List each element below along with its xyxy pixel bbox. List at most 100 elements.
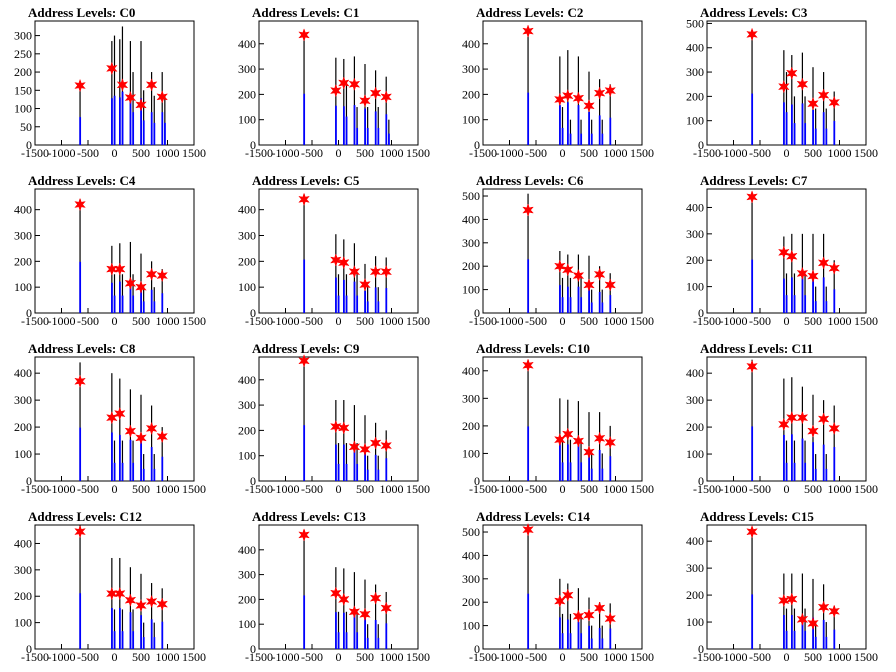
level-marker [156, 429, 169, 444]
histogram-bar-fill [577, 621, 580, 649]
histogram-bar-fill [577, 445, 580, 481]
histogram-bar-fill [598, 450, 601, 481]
y-tick-label: 100 [462, 619, 480, 633]
histogram-bar-fill [111, 608, 113, 649]
histogram-bar-fill [364, 451, 366, 481]
y-tick-label: 0 [250, 474, 256, 488]
y-tick-label: 400 [238, 203, 256, 217]
histogram-bar-fill [132, 462, 135, 481]
histogram-bar [367, 455, 369, 481]
histogram-bar-fill [822, 277, 825, 313]
x-tick-label: 1000 [604, 146, 628, 160]
y-tick-label: 100 [462, 113, 480, 127]
level-marker [553, 92, 566, 107]
histogram-bar-fill [364, 617, 366, 649]
y-tick-label: 400 [686, 41, 704, 55]
histogram-bar-fill [335, 612, 337, 649]
x-tick-label: 1000 [380, 482, 404, 496]
y-tick-label: 300 [238, 568, 256, 582]
histogram-bar-fill [132, 112, 135, 145]
chart-title: Address Levels: C15 [700, 509, 814, 524]
histogram-bar [132, 274, 134, 313]
histogram-bar-fill [609, 456, 612, 481]
histogram-bar-fill [377, 637, 380, 649]
plot-frame [258, 20, 419, 146]
histogram-bar [79, 83, 81, 145]
level-marker [329, 83, 342, 98]
y-tick-label: 300 [686, 561, 704, 575]
histogram-bar-fill [601, 638, 604, 649]
y-tick-label: 400 [462, 548, 480, 562]
histogram-bar [577, 254, 579, 313]
histogram-bar [164, 95, 166, 145]
y-tick-label: 200 [462, 419, 480, 433]
level-marker [785, 66, 798, 81]
x-tick-label: 0 [336, 482, 342, 496]
histogram-bar-fill [140, 615, 142, 649]
x-tick-label: -500 [301, 650, 323, 664]
histogram-bar-fill [814, 636, 817, 649]
histogram-bar [601, 119, 603, 145]
histogram-bar-fill [345, 295, 348, 313]
x-tick-label: 1000 [828, 482, 852, 496]
histogram-bar-fill [804, 295, 807, 313]
y-tick-label: 100 [686, 447, 704, 461]
x-tick-label: -500 [749, 314, 771, 328]
level-marker [746, 359, 758, 374]
y-tick-label: 0 [250, 306, 256, 320]
histogram-bar [113, 274, 116, 313]
histogram-bar-fill [601, 302, 604, 313]
y-tick-label: 0 [698, 642, 704, 656]
histogram-bar-fill [791, 104, 793, 145]
histogram-bar-fill [345, 463, 348, 481]
histogram-bar [569, 277, 572, 313]
x-tick-label: 0 [784, 650, 790, 664]
level-marker [522, 203, 534, 217]
histogram-bar-fill [527, 593, 530, 649]
histogram-bar-fill [356, 127, 359, 145]
level-marker [553, 594, 566, 608]
x-tick-label: -1000 [720, 650, 748, 664]
y-tick-label: 300 [238, 62, 256, 76]
level-marker [785, 249, 798, 264]
histogram-bar [79, 362, 81, 481]
histogram-bar [132, 440, 134, 481]
y-tick-label: 500 [462, 525, 480, 539]
y-tick-label: 300 [14, 229, 32, 243]
histogram-bar-fill [590, 468, 593, 481]
histogram-bar [79, 525, 81, 649]
level-marker [337, 421, 350, 435]
histogram-bar-fill [385, 458, 388, 481]
histogram-bar-fill [377, 301, 380, 313]
level-marker [135, 280, 147, 294]
x-tick-label: 500 [356, 650, 374, 664]
x-tick-label: -500 [77, 650, 99, 664]
histogram-bar-fill [153, 122, 156, 145]
x-tick-label: 500 [804, 314, 822, 328]
y-tick-label: 100 [14, 280, 32, 294]
histogram-bar-fill [527, 426, 530, 481]
histogram-bar-fill [140, 286, 142, 313]
chart-panel: Address Levels: C5 0 100 200 300 400 -1500 -100… [224, 168, 448, 336]
histogram-bar [793, 608, 796, 649]
level-marker [329, 253, 342, 267]
histogram-plot: 0 100 200 300 400 -1500-1000 -500 0 500 1000 1500 [686, 188, 878, 328]
histogram-bar-fill [812, 277, 814, 313]
level-marker [380, 438, 393, 453]
histogram-bar-fill [791, 434, 793, 481]
level-marker [817, 600, 830, 614]
y-tick-label: 200 [238, 254, 256, 268]
histogram-bar-fill [559, 105, 561, 145]
histogram-bar [804, 96, 806, 145]
histogram-bar-fill [142, 120, 145, 145]
histogram-bar [815, 108, 817, 145]
histogram-bar [345, 274, 348, 313]
x-tick-label: 0 [784, 482, 790, 496]
histogram-bar-fill [142, 637, 145, 649]
histogram-bar-fill [366, 127, 369, 145]
histogram-bar [785, 72, 788, 145]
chart-title: Address Levels: C13 [252, 509, 366, 524]
histogram-bar-fill [783, 102, 785, 145]
histogram-bar [527, 359, 529, 481]
histogram-bar [385, 591, 387, 649]
